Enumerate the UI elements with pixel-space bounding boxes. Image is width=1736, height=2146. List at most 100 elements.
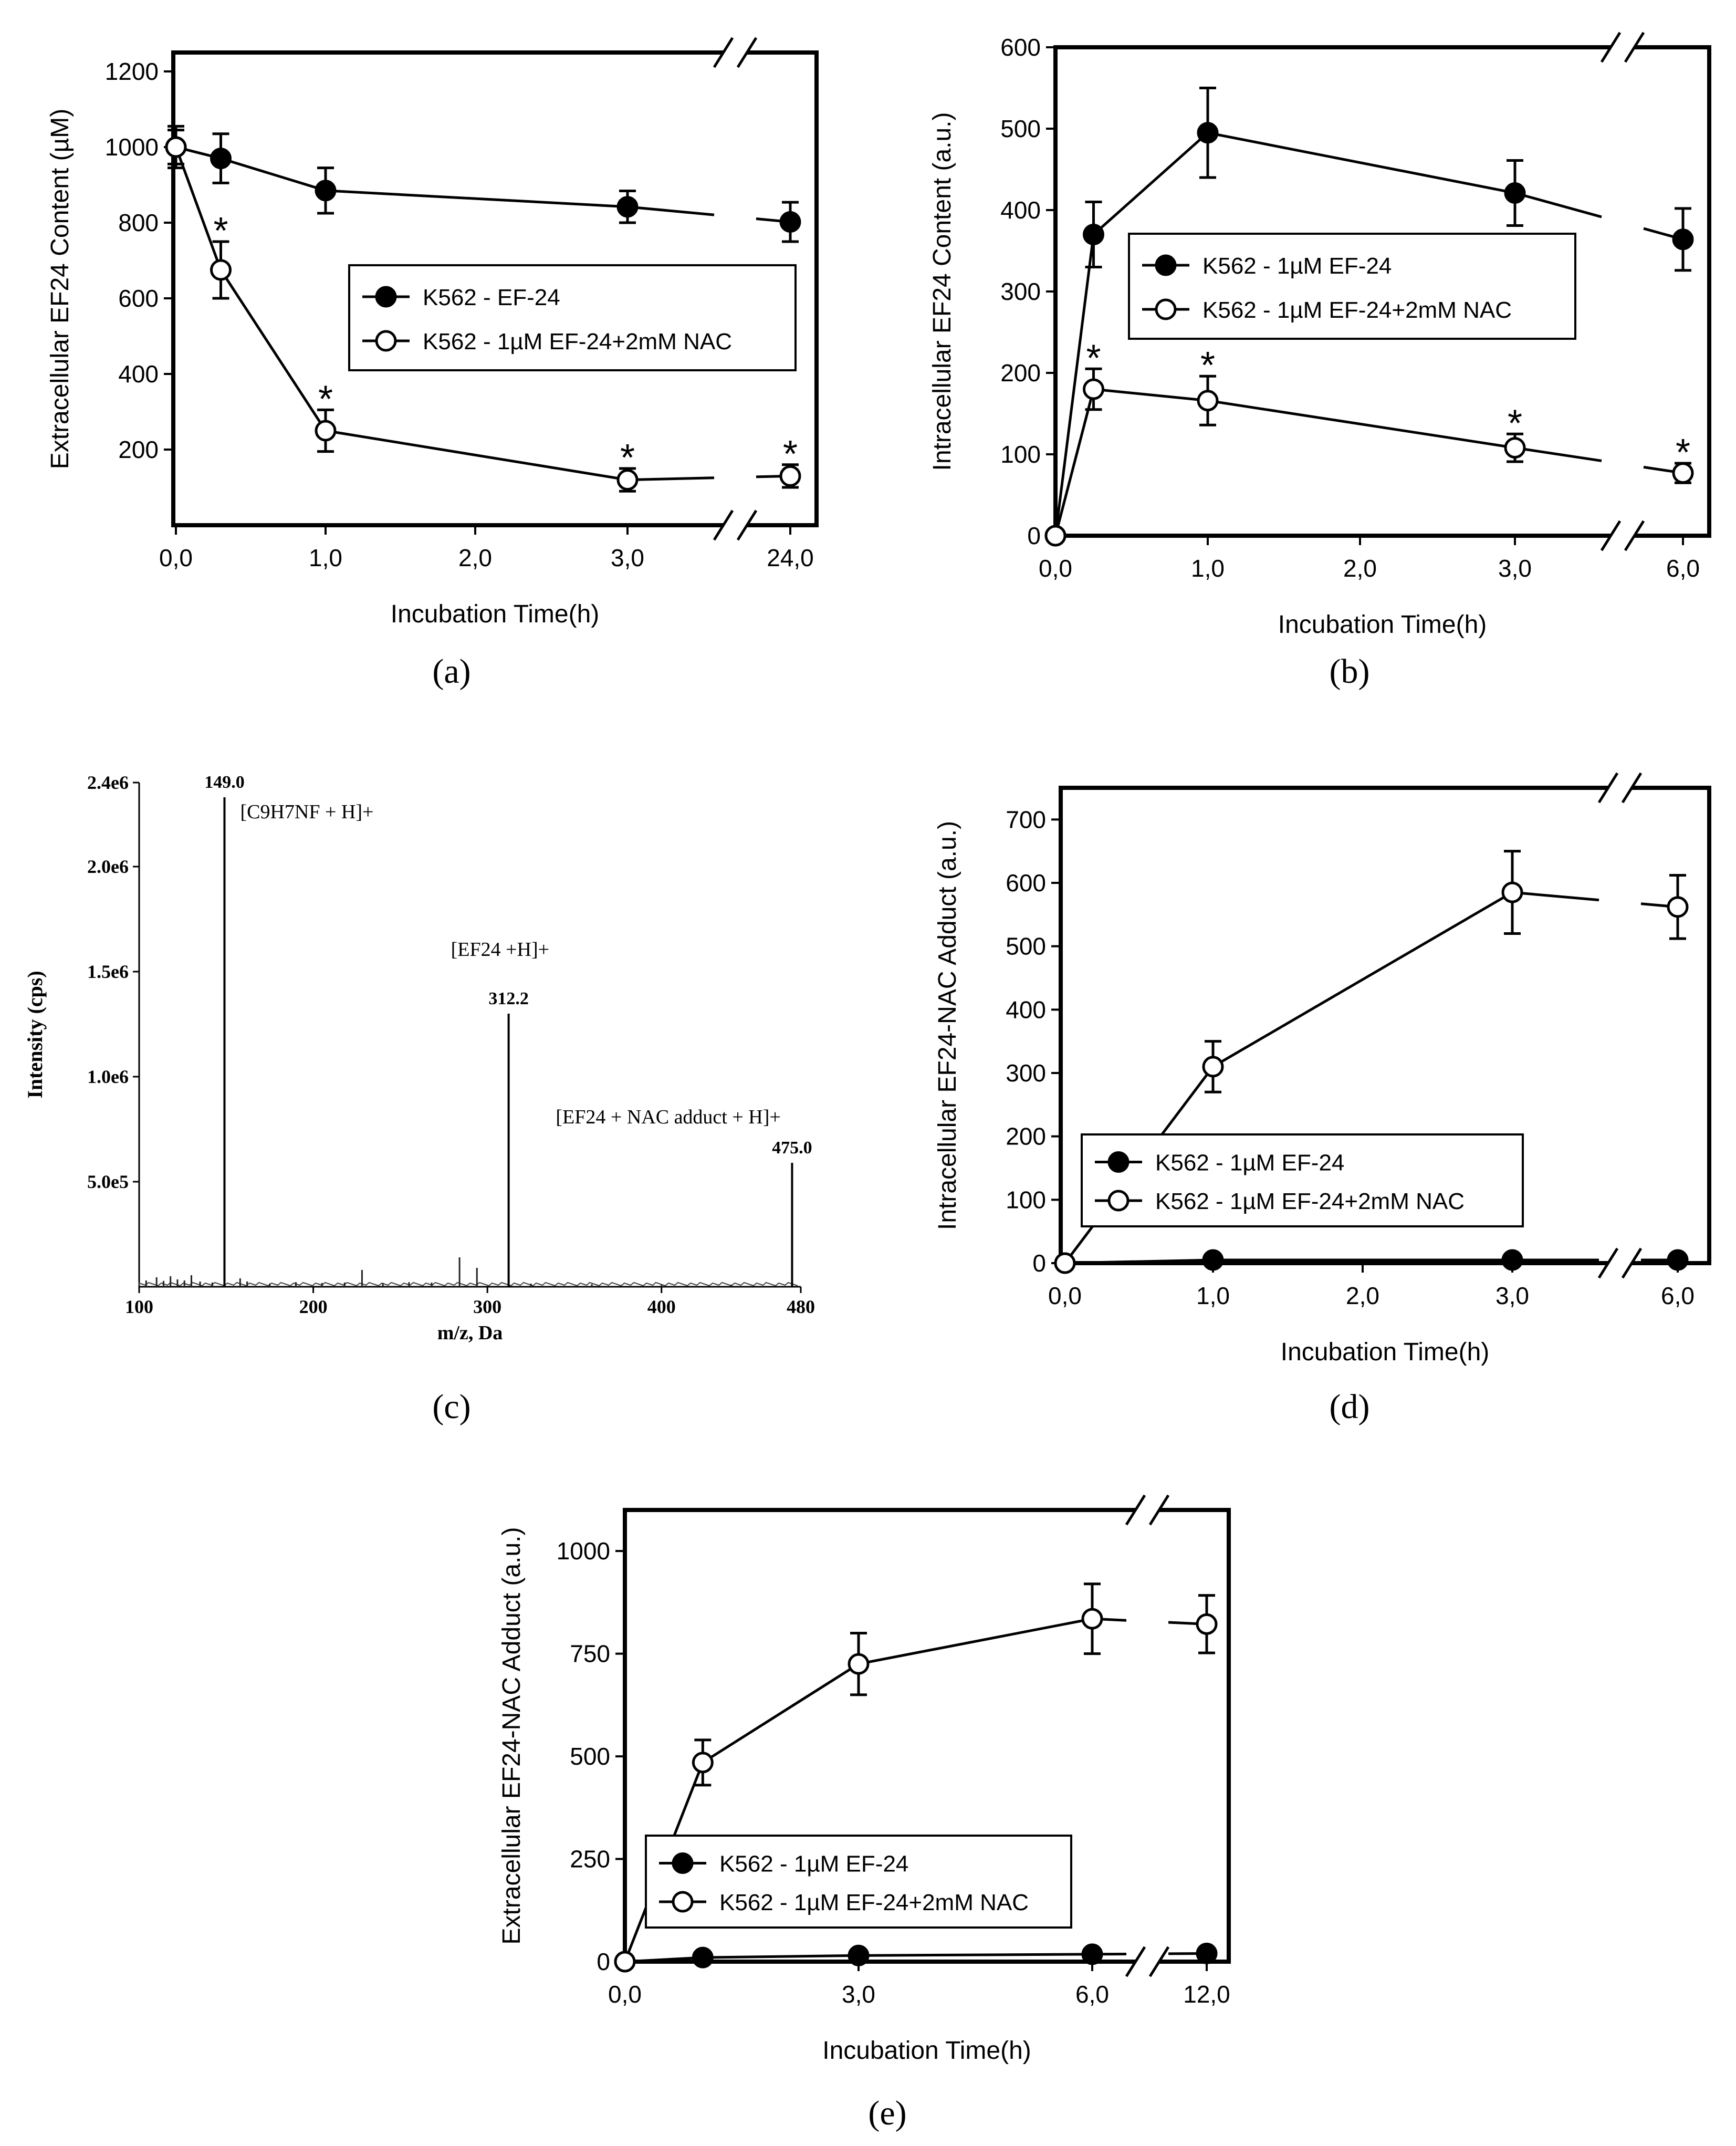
x-tick-label: 6,0 — [1661, 1282, 1695, 1309]
data-point — [1083, 378, 1104, 400]
x-axis-label: Incubation Time(h) — [1281, 1338, 1490, 1366]
peak-ion-label: [EF24 +H]+ — [451, 939, 549, 961]
y-axis-label: Extracellular EF24-NAC Adduct (a.u.) — [498, 1527, 526, 1945]
series-line-segment — [858, 1953, 1093, 1957]
series-line-segment — [858, 1617, 1093, 1665]
x-tick-label: 2,0 — [1343, 555, 1377, 582]
y-tick-label: 400 — [1000, 196, 1041, 224]
significance-marker: * — [213, 210, 228, 252]
data-point — [616, 469, 639, 491]
y-tick-label: 0 — [1032, 1249, 1046, 1277]
series-line-segment — [702, 1663, 860, 1764]
data-point — [1196, 1942, 1218, 1964]
y-tick-label: 200 — [1000, 359, 1041, 387]
x-tick-label: 400 — [647, 1296, 676, 1317]
chart-panel-a: 200 400 600 800 1000 1200 0,0 1,0 2,0 3,0 24,0 Incu… — [46, 37, 819, 691]
axis-break-gap — [1136, 1505, 1159, 1515]
data-point — [1667, 896, 1689, 918]
peak-value-label: 312.2 — [488, 989, 529, 1008]
legend-marker — [1155, 298, 1177, 320]
axis-break-mark — [1148, 1494, 1170, 1526]
series-line-segment — [1054, 234, 1095, 536]
y-tick-label: 750 — [570, 1640, 610, 1668]
x-axis-label: m/z, Da — [437, 1322, 503, 1344]
chart-panel-b: 0 100 200 300 400 500 600 0,0 1,0 2,0 3,0 6,0 Incuba… — [928, 32, 1711, 691]
axis-break-mark — [1624, 520, 1645, 551]
series-line-segment — [1514, 192, 1602, 218]
legend-marker — [375, 286, 397, 308]
y-tick-label: 5.0e5 — [87, 1171, 129, 1192]
series-line-segment — [627, 205, 715, 216]
legend-entry: K562 - 1µM EF-24+2mM NAC — [1155, 1189, 1465, 1214]
chart-panel-c: 149.0 [C9H7NF + H]+ 312.2 [EF24 +H]+ 475.0 [E… — [23, 772, 815, 1426]
series-line-segment — [1092, 131, 1209, 236]
series-line-segment — [624, 1956, 703, 1963]
x-tick-label: 6,0 — [1075, 1981, 1109, 2008]
y-axis-label: Intensity (cps) — [23, 971, 47, 1098]
y-tick-label: 1000 — [105, 133, 159, 161]
data-point — [1054, 1252, 1076, 1274]
legend-box — [348, 264, 797, 371]
y-tick-label: 400 — [1006, 996, 1046, 1023]
panel-caption: (b) — [1330, 652, 1370, 691]
significance-marker: * — [1086, 337, 1101, 379]
y-axis-label: Intracellular EF24 Content (a.u.) — [928, 112, 956, 471]
axis-break-mark — [1621, 1247, 1643, 1279]
x-tick-label: 3,0 — [611, 544, 644, 571]
axis-break-mark — [1621, 772, 1643, 804]
data-point — [692, 1946, 714, 1968]
data-point — [1081, 1608, 1103, 1630]
x-tick-label: 100 — [125, 1296, 153, 1317]
y-tick-label: 200 — [118, 436, 159, 463]
legend-marker — [1155, 254, 1177, 276]
data-point — [848, 1653, 870, 1675]
data-point — [1504, 437, 1526, 459]
plot-frame — [623, 1508, 1231, 1964]
y-axis-label: Intracellular EF24-NAC Adduct (a.u.) — [934, 821, 961, 1230]
x-tick-label: 12,0 — [1183, 1981, 1230, 2008]
x-tick-label: 0,0 — [1039, 555, 1072, 582]
series-line-segment — [1054, 389, 1095, 536]
y-tick-label: 1.5e6 — [87, 961, 129, 982]
y-tick-label: 800 — [118, 209, 159, 236]
axis-break-gap — [1611, 530, 1634, 541]
data-point — [1504, 182, 1526, 204]
legend-entry: K562 - 1µM EF-24+2mM NAC — [423, 329, 732, 355]
significance-marker: * — [620, 437, 635, 479]
significance-marker: * — [318, 378, 333, 420]
series-line-segment — [219, 269, 327, 432]
legend-marker — [1107, 1151, 1130, 1173]
series-line-segment — [1093, 388, 1208, 402]
peak-ion-label: [C9H7NF + H]+ — [240, 801, 373, 823]
x-tick-label: 2,0 — [1346, 1282, 1379, 1309]
peak-value-label: 149.0 — [204, 773, 245, 792]
data-point — [616, 196, 639, 218]
y-tick-label: 400 — [118, 360, 159, 388]
series-line-segment — [174, 147, 222, 270]
axis-break-mark — [1600, 520, 1622, 551]
y-tick-label: 0 — [1027, 522, 1041, 549]
data-point — [1202, 1056, 1224, 1078]
series-line-segment — [627, 476, 715, 482]
series-line-segment — [1514, 446, 1602, 462]
series-line-segment — [1212, 891, 1513, 1068]
series-line-segment — [1064, 1258, 1214, 1265]
y-tick-label: 600 — [118, 285, 159, 312]
x-axis-label: Incubation Time(h) — [822, 2037, 1031, 2065]
x-tick-label: 480 — [787, 1296, 815, 1317]
baseline-noise — [139, 1282, 798, 1287]
legend-marker — [375, 330, 397, 352]
axis-break-mark — [736, 509, 758, 541]
y-tick-label: 2.0e6 — [87, 856, 129, 877]
x-tick-label: 3,0 — [1498, 555, 1532, 582]
y-tick-label: 500 — [1006, 933, 1046, 960]
y-tick-label: 0 — [597, 1948, 610, 1975]
y-tick-label: 100 — [1000, 441, 1041, 468]
data-point — [779, 465, 801, 487]
y-tick-label: 1.0e6 — [87, 1066, 129, 1087]
legend-entry: K562 - 1µM EF-24 — [1155, 1150, 1344, 1176]
legend-marker — [672, 1852, 694, 1874]
y-tick-label: 1200 — [105, 58, 159, 85]
data-point — [165, 136, 187, 158]
y-tick-label: 200 — [1006, 1123, 1046, 1150]
